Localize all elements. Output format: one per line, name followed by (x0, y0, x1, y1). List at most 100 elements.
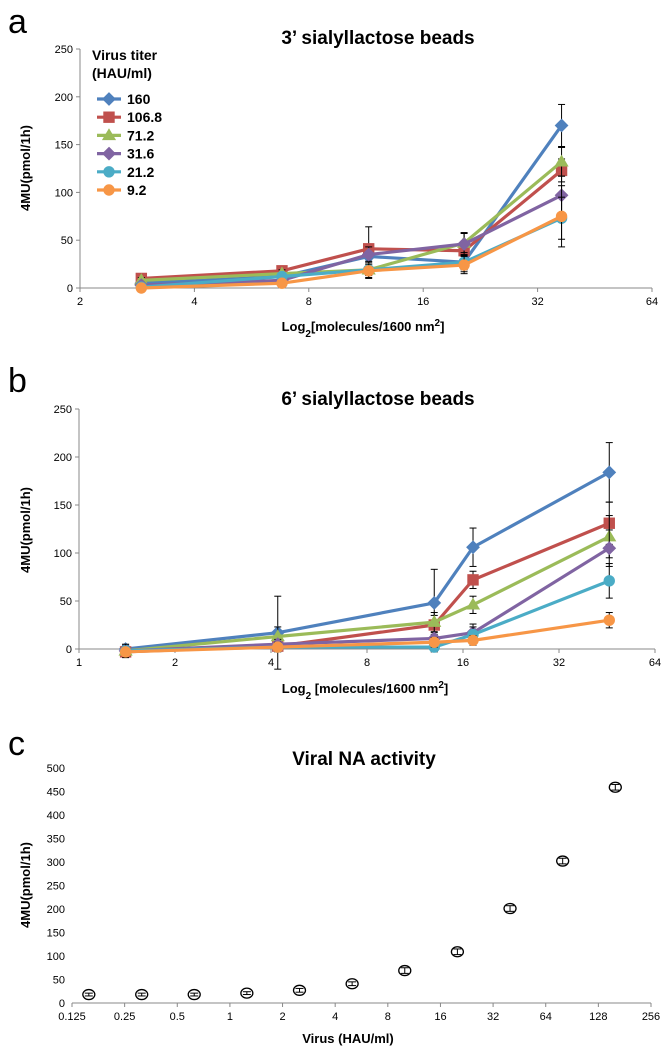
x-tick-label: 32 (531, 296, 543, 308)
error-bar (190, 992, 199, 997)
y-tick-label: 0 (59, 998, 65, 1010)
x-tick-label: 1 (227, 1011, 233, 1023)
y-tick-label: 100 (47, 951, 65, 963)
panel-b-y-axis-label: 4MU(pmol/1h) (18, 487, 33, 573)
series-160 (134, 103, 569, 291)
y-tick-label: 200 (47, 904, 65, 916)
y-tick-label: 0 (67, 283, 73, 295)
y-tick-label: 150 (55, 140, 73, 152)
data-point (503, 902, 517, 915)
x-tick-label: 2 (77, 296, 83, 308)
legend-swatch-marker (103, 111, 115, 123)
y-tick-label: 100 (55, 187, 73, 199)
panel-a-title: 3’ sialyllactose beads (281, 28, 474, 49)
legend-label: 71.2 (127, 127, 154, 143)
y-tick-label: 500 (47, 763, 65, 775)
data-point (345, 978, 359, 990)
panel-a-legend: Virus titer (HAU/ml) 160 106.8 71.2 31.6 21.… (92, 47, 162, 198)
legend-entry-9.2: 9.2 (97, 182, 147, 198)
y-tick-label: 250 (47, 881, 65, 893)
error-bar (400, 967, 409, 974)
y-tick-label: 400 (47, 810, 65, 822)
legend-swatch-marker (103, 166, 115, 178)
error-bar (558, 857, 567, 865)
series-106.8 (135, 158, 568, 285)
series-106.8 (119, 501, 615, 658)
series-71.2 (134, 146, 569, 286)
x-tick-label: 0.25 (114, 1011, 135, 1023)
series-31.6 (118, 529, 617, 658)
data-point (187, 988, 201, 1001)
panel-letter-a: a (8, 3, 27, 41)
x-tick-label: 1 (76, 657, 82, 669)
y-tick-label: 450 (47, 787, 65, 799)
panel-a-y-axis-label: 4MU(pmol/1h) (18, 125, 33, 211)
x-tick-label: 8 (364, 657, 370, 669)
x-tick-label: 16 (417, 296, 429, 308)
series-line (141, 169, 563, 281)
y-tick-label: 50 (61, 235, 73, 247)
data-point (450, 946, 465, 958)
x-tick-label: 128 (589, 1011, 607, 1023)
legend-entry-160: 160 (97, 91, 151, 107)
data-point (119, 646, 132, 658)
data-point (428, 636, 440, 648)
x-tick-label: 8 (385, 1011, 391, 1023)
data-point (603, 575, 615, 587)
x-tick-label: 2 (172, 657, 178, 669)
x-tick-label: 4 (191, 296, 197, 308)
series-9.2 (135, 185, 568, 294)
data-point (135, 988, 149, 1001)
panel-letter-c: c (8, 725, 25, 763)
y-tick-label: 100 (54, 548, 72, 560)
error-bar (348, 981, 357, 987)
panel-c-y-axis-label: 4MU(pmol/1h) (18, 842, 33, 928)
error-bar (242, 991, 251, 996)
x-tick-label: 32 (487, 1011, 499, 1023)
data-point (292, 984, 307, 996)
data-point (603, 614, 615, 626)
series-line (125, 470, 611, 651)
y-tick-label: 200 (55, 92, 73, 104)
data-point (602, 465, 617, 480)
series-9.2 (119, 612, 615, 658)
data-point (554, 154, 569, 167)
y-tick-label: 250 (54, 404, 72, 416)
data-point (602, 541, 617, 556)
error-bar (611, 783, 620, 791)
data-point (276, 277, 288, 289)
x-tick-label: 256 (642, 1011, 660, 1023)
legend-label: 106.8 (127, 109, 162, 125)
legend-swatch-marker (102, 146, 116, 161)
data-point (556, 855, 570, 867)
data-point (467, 574, 479, 586)
legend-entry-31.6: 31.6 (97, 146, 154, 162)
data-point (608, 781, 622, 793)
y-tick-label: 250 (55, 44, 73, 56)
data-point (427, 596, 442, 610)
legend-title-line1: Virus titer (92, 47, 158, 63)
series-line (125, 521, 610, 654)
panel-a-chart: a 3’ sialyllactose beads 4MU(pmol/1h) Lo… (8, 3, 658, 340)
y-tick-label: 50 (53, 975, 65, 987)
legend-entry-71.2: 71.2 (97, 127, 154, 143)
data-point (82, 988, 96, 1001)
y-tick-label: 50 (60, 596, 72, 608)
x-tick-label: 8 (306, 296, 312, 308)
legend-label: 9.2 (127, 182, 147, 198)
legend-entry-106.8: 106.8 (97, 109, 162, 125)
legend-swatch-marker (102, 92, 116, 106)
data-point (240, 987, 254, 999)
x-tick-label: 0.5 (170, 1011, 185, 1023)
y-tick-label: 300 (47, 857, 65, 869)
panel-c-x-axis-label: Virus (HAU/ml) (302, 1031, 394, 1046)
error-bar (506, 905, 515, 912)
data-point (466, 540, 480, 555)
data-point (467, 634, 479, 647)
data-point (554, 118, 569, 133)
series-160 (118, 442, 617, 670)
x-tick-label: 4 (268, 657, 274, 669)
error-bar (137, 992, 146, 997)
error-bar (295, 987, 304, 993)
legend-title-line2: (HAU/ml) (92, 65, 152, 81)
